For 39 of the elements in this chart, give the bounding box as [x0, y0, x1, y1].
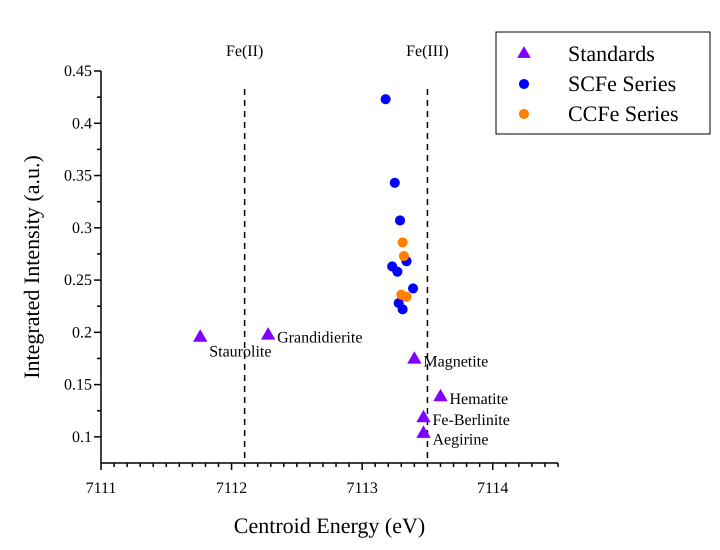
point: [433, 388, 448, 402]
x-tick-label: 7112: [216, 480, 248, 497]
point: [416, 410, 431, 422]
x-axis-title: Centroid Energy (eV): [234, 513, 426, 538]
annotation: Fe-Berlinite: [432, 412, 510, 430]
y-tick-label: 0.2: [72, 324, 92, 342]
point: [390, 178, 400, 188]
y-tick-label: 0.4: [72, 115, 92, 132]
point: [260, 327, 276, 340]
point: [416, 425, 431, 438]
y-tick-label: 0.25: [64, 272, 92, 290]
ref-line-label: Fe(III): [406, 43, 449, 60]
annotation: Aegirine: [432, 432, 488, 449]
x-tick-label: 7113: [346, 480, 378, 497]
annotation: Grandidierite: [277, 329, 362, 346]
point: [394, 215, 406, 226]
y-tick-label: 0.35: [64, 168, 92, 185]
annotation: Magnetite: [423, 354, 488, 371]
point: [392, 266, 402, 277]
y-tick-label: 0.15: [64, 376, 92, 394]
legend-label: CCFe Series: [568, 101, 679, 126]
point: [193, 329, 208, 342]
y-tick-label: 0.3: [72, 220, 92, 237]
y-tick-label: 0.45: [64, 63, 92, 80]
point: [398, 304, 408, 314]
point: [398, 250, 409, 262]
y-tick-label: 0.1: [72, 428, 92, 446]
annotation: Staurolite: [209, 344, 272, 361]
ref-line-label: Fe(II): [226, 43, 264, 60]
point: [398, 237, 408, 248]
legend-label: Standards: [568, 41, 655, 66]
point: [407, 351, 422, 364]
x-tick-label: 7114: [477, 480, 508, 497]
annotation: Hematite: [449, 391, 508, 408]
legend-label: SCFe Series: [568, 71, 676, 96]
point: [408, 283, 418, 294]
point: [401, 292, 412, 302]
y-axis-title: Integrated Intensity (a.u.): [19, 155, 44, 379]
x-tick-label: 7111: [86, 480, 116, 497]
